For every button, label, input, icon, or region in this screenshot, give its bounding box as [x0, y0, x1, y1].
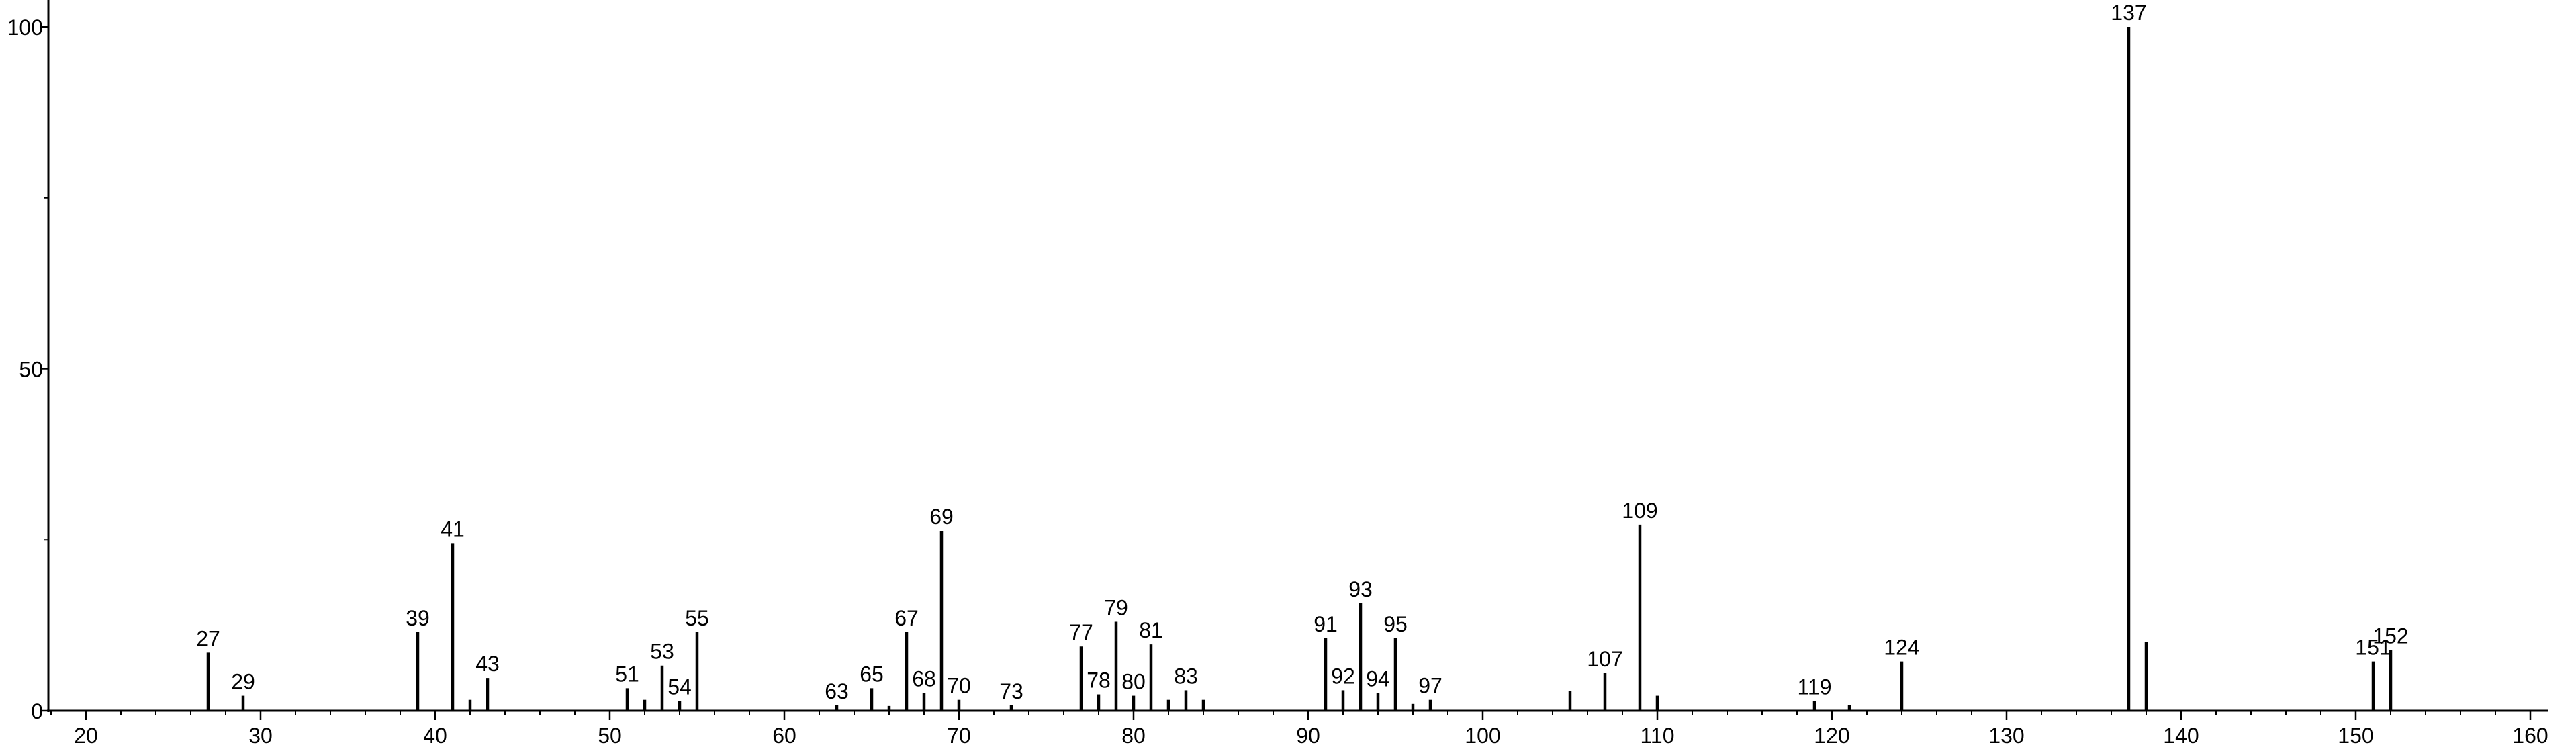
peak-label: 83 [1174, 664, 1198, 688]
peak-label: 53 [650, 640, 674, 664]
peak-label: 124 [1884, 636, 1919, 660]
x-tick-label: 20 [74, 723, 98, 748]
y-tick-label: 100 [7, 15, 43, 40]
x-tick-label: 100 [1465, 723, 1500, 748]
peak-label: 39 [406, 606, 430, 630]
peak-label: 91 [1314, 612, 1338, 636]
peak-label: 69 [929, 505, 954, 529]
x-tick-label: 90 [1296, 723, 1320, 748]
peak-label: 97 [1418, 674, 1442, 698]
peak-label: 65 [860, 662, 884, 686]
x-tick-label: 60 [772, 723, 796, 748]
spectrum-peaks [206, 27, 2393, 711]
peak-label: 94 [1366, 667, 1390, 691]
peak-label: 95 [1383, 612, 1408, 636]
x-tick-label: 120 [1814, 723, 1849, 748]
peak-label: 70 [947, 674, 971, 698]
x-tick-label: 150 [2338, 723, 2373, 748]
peak-label: 41 [441, 517, 465, 541]
peak-label: 54 [668, 675, 692, 699]
peak-labels: 27 29 39 41 43 51 53 54 55 63 65 67 68 69 70 73 77 78 79 80… [196, 1, 2408, 703]
peak-label: 63 [825, 679, 849, 703]
axes [47, 0, 2548, 712]
peak-label: 119 [1797, 675, 1831, 699]
peak-label: 67 [894, 606, 919, 630]
peak-label: 92 [1331, 664, 1355, 688]
x-tick-label: 50 [598, 723, 622, 748]
x-tick-label: 70 [947, 723, 971, 748]
peak-label: 55 [685, 606, 709, 630]
peak-label: 73 [999, 679, 1023, 703]
x-tick-label: 110 [1640, 723, 1674, 748]
peak-label: 29 [231, 670, 255, 694]
peak-label: 81 [1139, 618, 1163, 642]
peak-label: 51 [615, 662, 639, 686]
peak-label: 137 [2111, 1, 2146, 25]
peak-label: 77 [1069, 620, 1093, 644]
peak-label: 43 [475, 652, 500, 676]
x-tick-label: 160 [2512, 723, 2548, 748]
y-tick-label: 50 [19, 358, 43, 382]
x-tick-label: 80 [1121, 723, 1146, 748]
peak-label: 68 [912, 667, 936, 691]
peak-label: 79 [1104, 596, 1128, 620]
x-tick-label: 30 [248, 723, 273, 748]
x-tick-label: 140 [2163, 723, 2199, 748]
peak-label: 152 [2373, 623, 2408, 648]
peak-label: 93 [1348, 577, 1373, 601]
x-tick-label: 130 [1988, 723, 2024, 748]
peak-label: 107 [1587, 647, 1622, 671]
peak-label: 151 [2355, 636, 2391, 660]
y-tick-label: 0 [31, 699, 43, 723]
peak-label: 78 [1087, 668, 1111, 693]
peak-label: 80 [1121, 670, 1146, 694]
x-axis-ticks: 20 30 40 50 60 70 80 90 100 110 120 130 140 150 160 [50, 711, 2548, 748]
y-axis-ticks: 0 50 100 [7, 15, 48, 723]
peak-label: 109 [1622, 499, 1657, 523]
x-tick-label: 40 [423, 723, 447, 748]
peak-label: 27 [196, 626, 220, 650]
